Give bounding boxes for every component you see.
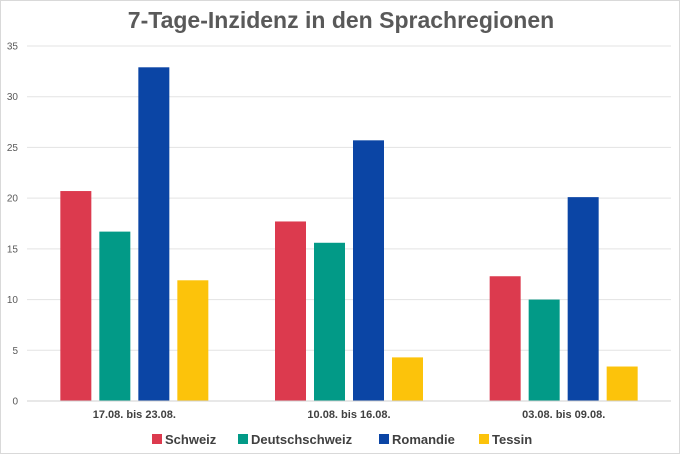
y-tick-label: 30 <box>7 92 19 103</box>
legend-swatch-romandie <box>379 434 389 444</box>
bar-schweiz-2 <box>275 221 306 401</box>
chart-title: 7-Tage-Inzidenz in den Sprachregionen <box>128 7 554 33</box>
y-axis-ticks: 0 5 10 15 20 25 30 35 <box>7 42 19 408</box>
bar-schweiz-1 <box>60 191 92 401</box>
y-tick-label: 25 <box>7 143 19 154</box>
bar-deutschschweiz-2 <box>314 242 345 401</box>
y-tick-label: 0 <box>12 397 18 408</box>
legend-swatch-schweiz <box>152 434 162 444</box>
legend-label-tessin: Tessin <box>492 432 532 447</box>
legend-swatch-tessin <box>479 434 489 444</box>
bar-tessin-1 <box>177 280 209 401</box>
x-category-label: 17.08. bis 23.08. <box>93 409 176 421</box>
legend-label-deutschschweiz: Deutschschweiz <box>251 432 353 447</box>
y-tick-label: 15 <box>7 244 19 255</box>
bar-tessin-3 <box>606 366 638 401</box>
bar-deutschschweiz-1 <box>99 231 131 401</box>
gridlines <box>27 45 671 351</box>
bar-tessin-2 <box>392 357 423 401</box>
y-tick-label: 35 <box>7 42 19 53</box>
legend-label-schweiz: Schweiz <box>165 432 217 447</box>
bar-romandie-1 <box>138 67 170 402</box>
bar-deutschschweiz-3 <box>528 299 560 401</box>
x-category-label: 10.08. bis 16.08. <box>307 409 390 421</box>
x-axis-categories: 17.08. bis 23.08. 10.08. bis 16.08. 03.08.… <box>93 409 606 421</box>
y-tick-label: 20 <box>7 194 19 205</box>
bar-schweiz-3 <box>489 276 521 401</box>
y-tick-label: 10 <box>7 295 19 306</box>
legend: Schweiz Deutschschweiz Romandie Tessin <box>152 432 532 447</box>
bars <box>60 67 638 402</box>
y-tick-label: 5 <box>12 346 18 357</box>
legend-swatch-deutschschweiz <box>238 434 248 444</box>
bar-romandie-2 <box>353 140 384 402</box>
bar-romandie-3 <box>567 197 599 401</box>
x-category-label: 03.08. bis 09.08. <box>522 409 605 421</box>
legend-label-romandie: Romandie <box>392 432 455 447</box>
